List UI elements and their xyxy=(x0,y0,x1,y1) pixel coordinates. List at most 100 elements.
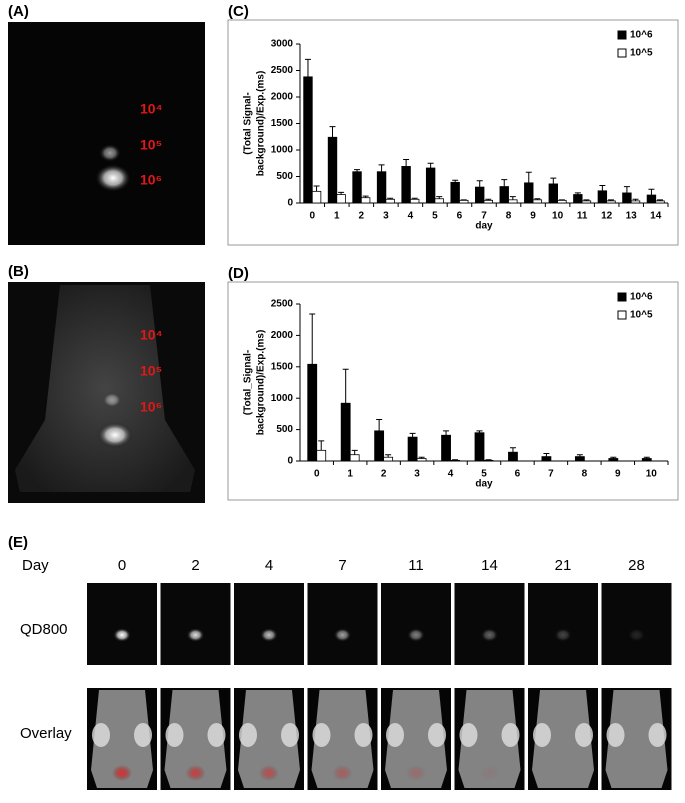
signal-spot xyxy=(102,392,122,408)
panel-label: (D) xyxy=(228,265,249,282)
red-signal xyxy=(479,765,500,781)
bar xyxy=(311,190,322,204)
y-tick-label: 1500 xyxy=(271,118,294,129)
y-tick-label: 0 xyxy=(287,456,293,467)
body-glow xyxy=(92,723,110,747)
error-bar xyxy=(452,179,459,183)
x-axis-label: day xyxy=(475,479,493,490)
x-tick-label: 2 xyxy=(381,469,387,480)
legend-swatch xyxy=(617,310,627,320)
body-glow xyxy=(134,723,152,747)
bar xyxy=(524,182,534,204)
error-bar xyxy=(476,430,483,433)
bar xyxy=(655,200,665,204)
error-bar xyxy=(342,368,349,404)
x-tick-label: 3 xyxy=(383,211,389,222)
fluorescence-image xyxy=(454,583,525,665)
y-tick-label: 2500 xyxy=(271,299,294,310)
error-bar xyxy=(485,198,492,201)
bar xyxy=(541,456,552,462)
day-label: 21 xyxy=(555,557,572,574)
x-tick-label: 3 xyxy=(414,469,420,480)
row-label: Overlay xyxy=(20,725,72,742)
bar xyxy=(425,167,436,204)
error-bar xyxy=(351,449,358,455)
body-glow xyxy=(648,723,667,747)
body-glow xyxy=(428,723,446,747)
x-tick-label: 4 xyxy=(408,211,414,222)
y-tick-label: 0 xyxy=(287,198,293,209)
mouse-body xyxy=(458,690,521,788)
x-tick-label: 9 xyxy=(530,211,536,222)
error-bar xyxy=(411,197,418,200)
signal-spot xyxy=(333,628,352,642)
error-bar xyxy=(309,313,316,365)
error-bar xyxy=(313,185,320,192)
x-tick-label: 10 xyxy=(646,469,658,480)
bar xyxy=(581,200,592,204)
bar xyxy=(450,181,460,204)
bar xyxy=(475,186,485,204)
signal-spot xyxy=(95,164,131,192)
row-label: QD800 xyxy=(20,621,68,638)
bar xyxy=(573,194,583,204)
x-tick-label: 9 xyxy=(615,469,621,480)
error-bar xyxy=(534,198,541,200)
bar xyxy=(340,402,351,462)
error-bar xyxy=(418,456,425,459)
body-glow xyxy=(165,723,184,747)
chart-frame xyxy=(227,281,679,501)
x-tick-label: 8 xyxy=(582,469,588,480)
error-bar xyxy=(362,195,369,198)
error-bar xyxy=(338,191,345,195)
mouse-body xyxy=(15,285,195,492)
body-glow xyxy=(459,723,478,747)
error-bar xyxy=(632,198,639,201)
panel-label: (C) xyxy=(228,3,249,20)
bar xyxy=(499,186,509,204)
body-glow xyxy=(354,723,373,747)
y-tick-label: 2000 xyxy=(271,92,294,103)
legend-label: 10^6 xyxy=(630,30,653,41)
mouse-body xyxy=(311,690,374,788)
cell-count-label: 10⁶ xyxy=(140,172,162,188)
signal-spot xyxy=(260,628,278,642)
error-bar xyxy=(574,192,581,195)
x-tick-label: 5 xyxy=(432,211,438,222)
fluorescence-image xyxy=(234,583,304,665)
cell-count-label: 10⁵ xyxy=(140,137,162,153)
error-bar xyxy=(558,199,565,201)
error-bar xyxy=(509,196,516,200)
bar xyxy=(409,198,420,204)
body-glow xyxy=(501,723,520,747)
signal-spot xyxy=(113,628,131,642)
bar xyxy=(441,434,451,462)
x-tick-label: 4 xyxy=(448,469,454,480)
mouse-body xyxy=(164,690,227,788)
signal-spot xyxy=(407,628,425,642)
body-glow xyxy=(207,723,226,747)
day-label: 2 xyxy=(191,557,199,574)
mouse-body xyxy=(605,690,668,788)
bar xyxy=(336,194,346,204)
panel-label: (B) xyxy=(8,263,29,280)
day-label: 14 xyxy=(481,557,498,574)
y-axis-label: background)/Exp.(ms) xyxy=(256,330,267,436)
error-bar xyxy=(643,456,650,459)
error-bar xyxy=(648,188,655,196)
mouse-body xyxy=(385,690,447,788)
error-bar xyxy=(443,430,450,436)
error-bar xyxy=(378,164,385,172)
x-tick-label: 13 xyxy=(626,211,638,222)
bar xyxy=(434,198,444,204)
error-bar xyxy=(657,199,664,201)
bar xyxy=(352,171,362,204)
bar xyxy=(630,200,641,204)
bar xyxy=(307,363,318,462)
x-tick-label: 5 xyxy=(481,469,487,480)
x-tick-label: 0 xyxy=(309,211,315,222)
bar xyxy=(557,199,567,204)
bar xyxy=(349,454,360,462)
mouse-body xyxy=(532,690,594,788)
